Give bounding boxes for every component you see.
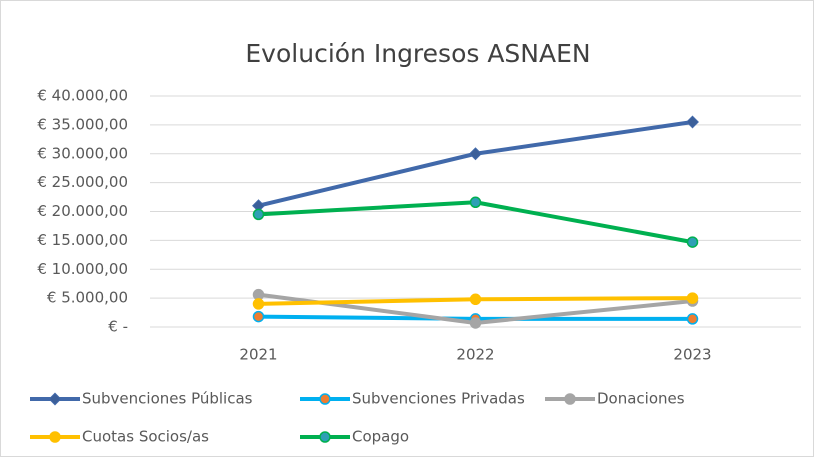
marker: [469, 196, 482, 209]
y-tick-label: € -: [108, 318, 128, 336]
marker: [686, 236, 699, 248]
chart-title: Evolución Ingresos ASNAEN: [245, 39, 590, 68]
legend-label: Copago: [352, 428, 409, 446]
legend-marker: [564, 393, 576, 405]
legend-marker: [48, 392, 62, 406]
marker: [686, 313, 699, 325]
marker: [252, 298, 265, 310]
legend-label: Subvenciones Públicas: [82, 390, 253, 408]
marker: [686, 115, 699, 129]
marker: [469, 293, 482, 306]
legend-label: Subvenciones Privadas: [352, 390, 525, 408]
x-tick-label: 2021: [239, 346, 277, 364]
marker: [686, 292, 699, 304]
y-tick-label: € 30.000,00: [37, 144, 128, 162]
y-tick-label: € 10.000,00: [37, 260, 128, 278]
y-tick-label: € 25.000,00: [37, 173, 128, 191]
marker: [252, 208, 265, 221]
marker: [469, 147, 482, 161]
legend-marker: [319, 393, 331, 405]
y-tick-label: € 40.000,00: [37, 87, 128, 105]
y-tick-label: € 15.000,00: [37, 231, 128, 249]
legend-label: Cuotas Socios/as: [82, 428, 209, 446]
marker: [469, 317, 482, 329]
y-tick-label: € 20.000,00: [37, 202, 128, 220]
legend-marker: [49, 431, 61, 443]
y-tick-label: € 35.000,00: [37, 115, 128, 133]
x-tick-label: 2023: [673, 346, 711, 364]
y-tick-label: € 5.000,00: [47, 289, 128, 307]
legend-marker: [319, 431, 331, 443]
legend-label: Donaciones: [597, 390, 685, 408]
x-tick-label: 2022: [456, 346, 494, 364]
marker: [252, 310, 265, 323]
